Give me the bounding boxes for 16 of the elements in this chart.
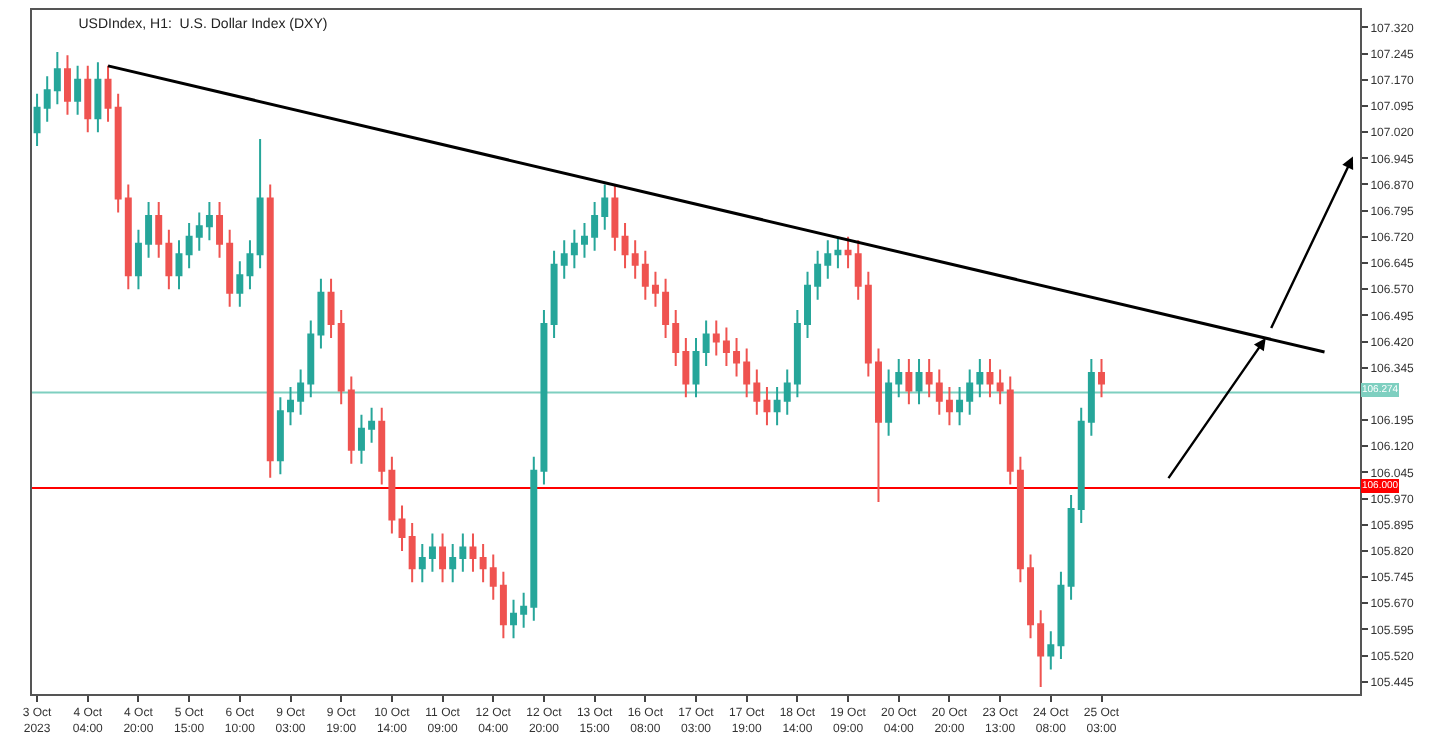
- candlestick: [439, 532, 447, 584]
- candlestick: [915, 357, 923, 406]
- candlestick: [266, 183, 274, 479]
- candlestick: [74, 64, 82, 116]
- candlestick: [64, 54, 71, 116]
- candlestick: [702, 319, 710, 367]
- candlestick: [469, 532, 477, 573]
- candlestick: [905, 357, 913, 406]
- candlestick: [94, 61, 102, 134]
- candlestick: [175, 239, 183, 291]
- candlestick: [1098, 357, 1105, 399]
- candlestick: [692, 337, 700, 399]
- candlestick: [986, 357, 994, 399]
- candlestick: [256, 138, 264, 270]
- candlestick: [84, 64, 92, 134]
- candlestick: [611, 183, 619, 252]
